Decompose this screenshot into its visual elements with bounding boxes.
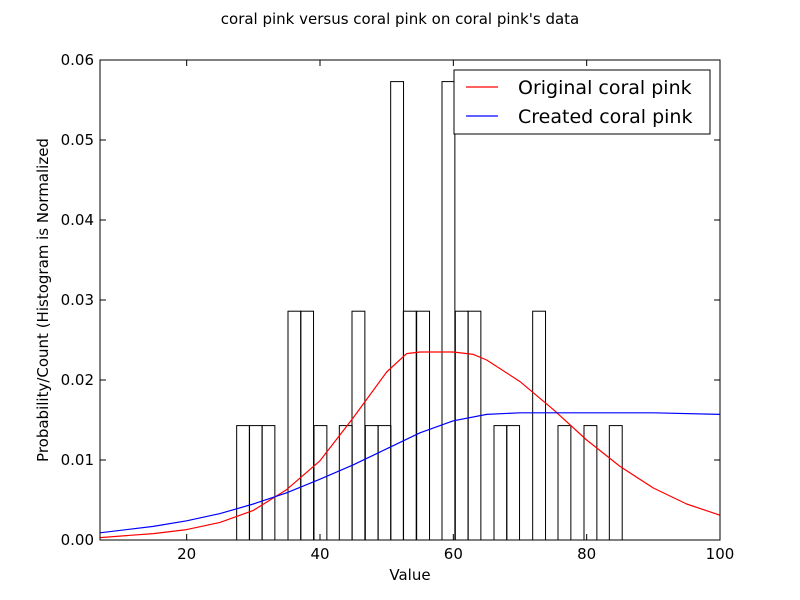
histogram-bar [338, 425, 353, 541]
y-tick-label: 0.05 [61, 131, 94, 149]
x-tick-label: 80 [577, 545, 596, 563]
histogram-bar [493, 425, 508, 541]
chart-title: coral pink versus coral pink on coral pi… [221, 10, 579, 28]
y-tick-label: 0.00 [61, 531, 94, 549]
histogram-bar [557, 425, 572, 541]
histogram-bar [261, 425, 276, 541]
series-lines [99, 351, 721, 539]
legend-label-original: Original coral pink [518, 77, 692, 99]
y-tick-label: 0.03 [61, 291, 94, 309]
y-tick-label: 0.02 [61, 371, 94, 389]
x-tick-label: 20 [177, 545, 196, 563]
histogram-bar [248, 425, 263, 541]
y-axis-label: Probability/Count (Histogram is Normaliz… [34, 138, 52, 462]
x-tick-label: 60 [444, 545, 463, 563]
axis-ticks: 20 40 60 80 100 0.00 0.01 0.02 0.03 0.04 0.05 0.06 [61, 51, 735, 563]
y-tick-label: 0.04 [61, 211, 94, 229]
histogram-bar [313, 425, 328, 541]
histogram-bar [390, 81, 405, 541]
histogram-bar [287, 310, 302, 541]
histogram-bars [236, 81, 623, 541]
histogram-bar [351, 310, 366, 541]
x-axis-label: Value [389, 566, 430, 584]
y-tick-label: 0.06 [61, 51, 94, 69]
histogram-bar [532, 310, 547, 541]
x-tick-label: 100 [706, 545, 735, 563]
y-tick-label: 0.01 [61, 451, 94, 469]
histogram-bar [506, 425, 521, 541]
legend-box [453, 69, 711, 135]
histogram-bar [364, 425, 379, 541]
series-line-original [99, 351, 721, 539]
histogram-bar [454, 310, 469, 541]
x-tick-label: 40 [310, 545, 329, 563]
histogram-bar [467, 310, 482, 541]
histogram-bar [416, 310, 431, 541]
series-line-created [99, 412, 721, 534]
legend-label-created: Created coral pink [518, 106, 692, 128]
histogram-bar [236, 425, 251, 541]
histogram-bar [377, 425, 392, 541]
legend: Original coral pink Created coral pink [453, 69, 711, 135]
histogram-bar [402, 310, 417, 541]
histogram-bar [608, 425, 623, 541]
histogram-bar [300, 310, 315, 541]
histogram-bar [441, 81, 456, 541]
